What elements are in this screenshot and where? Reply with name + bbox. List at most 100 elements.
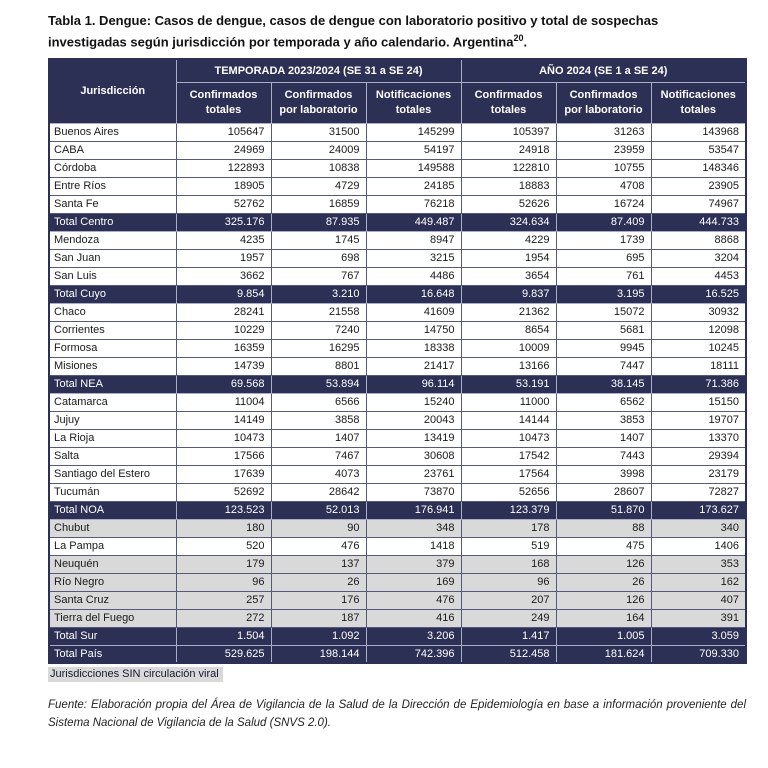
value-cell: 742.396 — [365, 644, 462, 664]
jurisdiction-cell: San Luis — [48, 266, 177, 286]
value-cell: 28607 — [555, 482, 652, 502]
table-row: La Rioja 10473 1407 13419 10473 1407 13370 — [48, 428, 747, 448]
column-header-confirmados-totales-ano: Confirmados totales — [460, 81, 557, 124]
jurisdiction-cell: Córdoba — [48, 158, 177, 178]
value-cell: 10473 — [460, 428, 557, 448]
value-cell: 15150 — [650, 392, 747, 412]
table-title-line2: investigadas según jurisdicción por temp… — [48, 33, 528, 50]
jurisdiction-cell: Corrientes — [48, 320, 177, 340]
value-cell: 7443 — [555, 446, 652, 466]
table-row: Formosa 16359 16295 18338 10009 9945 10245 — [48, 338, 747, 358]
value-cell: 96 — [175, 572, 272, 592]
table-body: Buenos Aires 105647 31500 145299 105397 31263… — [48, 122, 747, 664]
value-cell: 69.568 — [175, 374, 272, 394]
value-cell: 4229 — [460, 230, 557, 250]
value-cell: 695 — [555, 248, 652, 268]
table-row: Corrientes 10229 7240 14750 8654 5681 12098 — [48, 320, 747, 340]
footnote-marker: 20 — [513, 33, 524, 44]
value-cell: 1957 — [175, 248, 272, 268]
value-cell: 416 — [365, 608, 462, 628]
value-cell: 698 — [270, 248, 367, 268]
table-row: Santa Fe 52762 16859 76218 52626 16724 74967 — [48, 194, 747, 214]
jurisdiction-cell: Santa Fe — [48, 194, 177, 214]
value-cell: 3858 — [270, 410, 367, 430]
value-cell: 19707 — [650, 410, 747, 430]
jurisdiction-cell: Salta — [48, 446, 177, 466]
jurisdiction-cell: La Pampa — [48, 536, 177, 556]
value-cell: 14750 — [365, 320, 462, 340]
table-row: Chaco 28241 21558 41609 21362 15072 30932 — [48, 302, 747, 322]
value-cell: 126 — [555, 590, 652, 610]
value-cell: 379 — [365, 554, 462, 574]
value-cell: 72827 — [650, 482, 747, 502]
table-row: San Juan 1957 698 3215 1954 695 3204 — [48, 248, 747, 268]
value-cell: 96 — [460, 572, 557, 592]
jurisdiction-cell: Misiones — [48, 356, 177, 376]
value-cell: 7240 — [270, 320, 367, 340]
jurisdiction-cell: Entre Ríos — [48, 176, 177, 196]
value-cell: 179 — [175, 554, 272, 574]
value-cell: 17564 — [460, 464, 557, 484]
total-row: Total País 529.625 198.144 742.396 512.458 18… — [48, 644, 747, 664]
value-cell: 3215 — [365, 248, 462, 268]
source-note: Fuente: Elaboración propia del Área de V… — [48, 699, 746, 730]
table-row: Tierra del Fuego 272 187 416 249 164 391 — [48, 608, 747, 628]
value-cell: 11004 — [175, 392, 272, 412]
value-cell: 51.870 — [555, 500, 652, 520]
table-row: Río Negro 96 26 169 96 26 162 — [48, 572, 747, 592]
value-cell: 1954 — [460, 248, 557, 268]
value-cell: 5681 — [555, 320, 652, 340]
value-cell: 4235 — [175, 230, 272, 250]
value-cell: 4073 — [270, 464, 367, 484]
value-cell: 74967 — [650, 194, 747, 214]
value-cell: 187 — [270, 608, 367, 628]
jurisdiction-cell: San Juan — [48, 248, 177, 268]
jurisdiction-cell: Santiago del Estero — [48, 464, 177, 484]
value-cell: 761 — [555, 266, 652, 286]
value-cell: 8868 — [650, 230, 747, 250]
value-cell: 391 — [650, 608, 747, 628]
total-row: Total Cuyo 9.854 3.210 16.648 9.837 3.195 16.5… — [48, 284, 747, 304]
table-row: Entre Ríos 18905 4729 24185 18883 4708 23905 — [48, 176, 747, 196]
jurisdiction-cell: Total Centro — [48, 212, 177, 232]
jurisdiction-cell: Total Cuyo — [48, 284, 177, 304]
value-cell: 249 — [460, 608, 557, 628]
dengue-cases-table: Jurisdicción TEMPORADA 2023/2024 (SE 31 … — [48, 58, 748, 665]
value-cell: 9.854 — [175, 284, 272, 304]
value-cell: 512.458 — [460, 644, 557, 664]
jurisdiction-cell: Total NEA — [48, 374, 177, 394]
value-cell: 90 — [270, 518, 367, 538]
value-cell: 54197 — [365, 140, 462, 160]
value-cell: 4708 — [555, 176, 652, 196]
value-cell: 476 — [365, 590, 462, 610]
value-cell: 87.409 — [555, 212, 652, 232]
column-header-confirmados-totales-temporada: Confirmados totales — [175, 81, 272, 124]
value-cell: 23761 — [365, 464, 462, 484]
value-cell: 8654 — [460, 320, 557, 340]
value-cell: 123.523 — [175, 500, 272, 520]
jurisdiction-cell: CABA — [48, 140, 177, 160]
value-cell: 3662 — [175, 266, 272, 286]
value-cell: 24009 — [270, 140, 367, 160]
value-cell: 96.114 — [365, 374, 462, 394]
table-row: CABA 24969 24009 54197 24918 23959 53547 — [48, 140, 747, 160]
value-cell: 767 — [270, 266, 367, 286]
column-header-confirmados-laboratorio-temporada: Confirmados por laboratorio — [270, 81, 367, 124]
column-group-temporada: TEMPORADA 2023/2024 (SE 31 a SE 24) — [175, 58, 462, 83]
value-cell: 4486 — [365, 266, 462, 286]
total-row: Total Sur 1.504 1.092 3.206 1.417 1.005 3.059 — [48, 626, 747, 646]
column-header-jurisdiccion: Jurisdicción — [48, 58, 177, 124]
table-title: Tabla 1. Dengue: Casos de dengue, casos … — [48, 10, 746, 53]
value-cell: 31263 — [555, 122, 652, 142]
value-cell: 53.894 — [270, 374, 367, 394]
jurisdiction-cell: Total NOA — [48, 500, 177, 520]
value-cell: 23179 — [650, 464, 747, 484]
value-cell: 53.191 — [460, 374, 557, 394]
value-cell: 10473 — [175, 428, 272, 448]
value-cell: 31500 — [270, 122, 367, 142]
value-cell: 1.417 — [460, 626, 557, 646]
table-row: Córdoba 122893 10838 149588 122810 10755 14834… — [48, 158, 747, 178]
value-cell: 10009 — [460, 338, 557, 358]
value-cell: 173.627 — [650, 500, 747, 520]
value-cell: 14144 — [460, 410, 557, 430]
